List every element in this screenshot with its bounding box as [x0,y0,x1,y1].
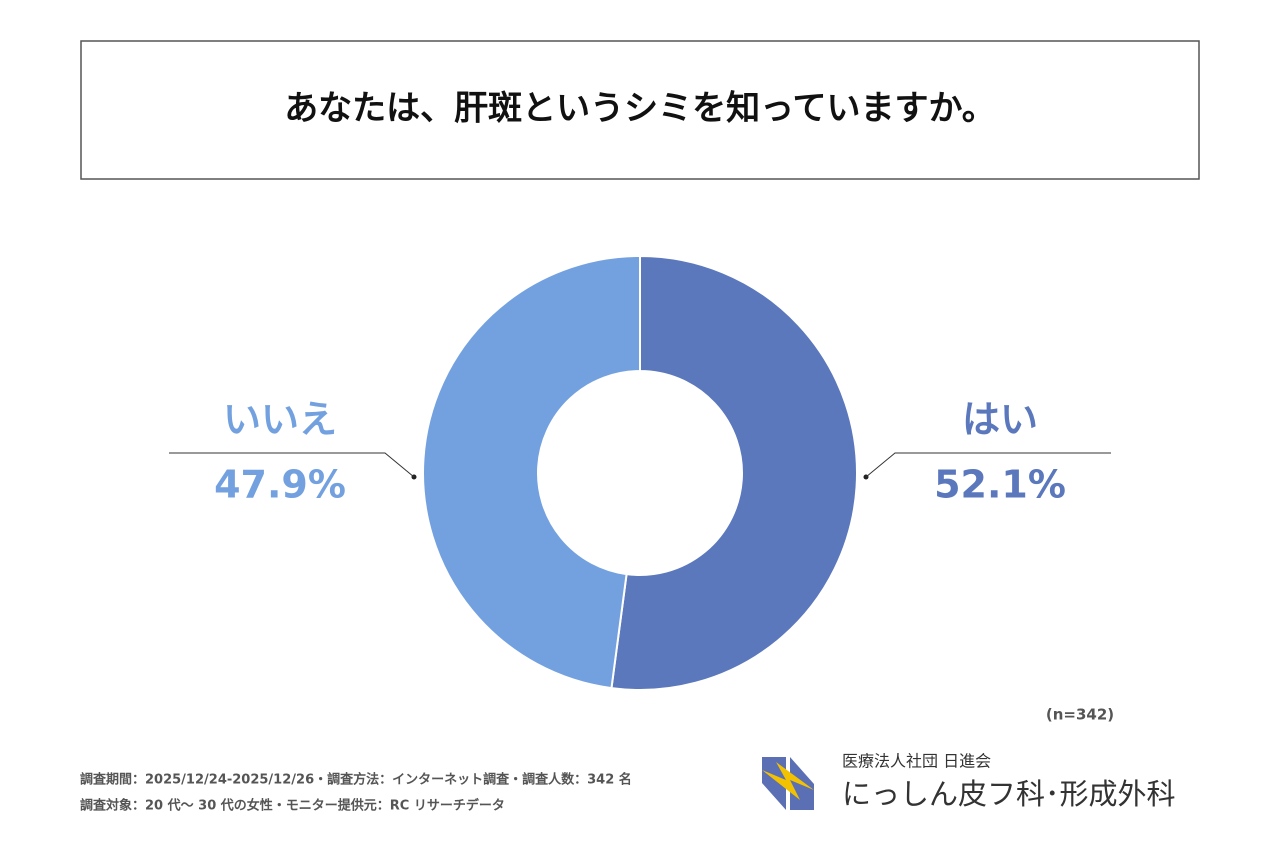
value-label: 52.1% [934,463,1066,507]
slice [610,254,858,691]
sample-note: (n=342) [1046,706,1114,724]
slice-label: はい [962,398,1038,442]
value-label: 47.9% [214,463,346,507]
slice-label: いいえ [223,398,337,442]
chart-title: あなたは、肝斑というシミを知っていますか。 [284,89,996,129]
leader-line [169,452,415,478]
slice [422,254,641,690]
footnote: 調査対象：20 代～ 30 代の女性・モニター提供元：RC リサーチデータ [80,798,505,814]
footnote: 調査期間：2025/12/24-2025/12/26・調査方法：インターネット調… [80,772,632,788]
leader-line [865,452,1111,478]
brand-org: 医療法人社団 日進会 [842,752,991,771]
brand-name: にっしん皮フ科･形成外科 [842,777,1176,811]
title-box [80,40,1200,180]
logo-icon [762,757,814,810]
